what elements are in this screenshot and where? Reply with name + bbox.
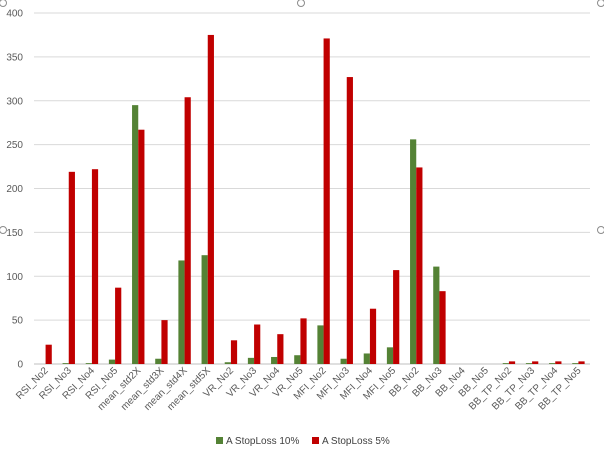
bar-BB_TP_No4-s2[interactable] bbox=[555, 361, 562, 364]
bar-mean_std4X-s1[interactable] bbox=[178, 260, 185, 364]
bar-BB_TP_No4-s1[interactable] bbox=[549, 363, 556, 364]
bar-MFI_No2-s2[interactable] bbox=[323, 38, 330, 364]
resize-handle[interactable] bbox=[297, 0, 305, 7]
y-tick-label: 300 bbox=[6, 96, 23, 107]
bar-mean_std2X-s2[interactable] bbox=[138, 129, 145, 364]
legend-swatch bbox=[216, 437, 223, 444]
bar-VR_No4-s1[interactable] bbox=[271, 356, 278, 364]
bar-BB_No2-s2[interactable] bbox=[416, 167, 423, 364]
bar-mean_std5X-s1[interactable] bbox=[201, 255, 208, 364]
bar-RSI_No4-s2[interactable] bbox=[91, 169, 99, 364]
bar-BB_TP_No2-s2[interactable] bbox=[508, 361, 516, 364]
bar-BB_TP_No3-s1[interactable] bbox=[525, 363, 533, 364]
bar-RSI_No4-s1[interactable] bbox=[85, 363, 92, 364]
bar-RSI_No3-s2[interactable] bbox=[68, 171, 75, 364]
bar-VR_No4-s2[interactable] bbox=[277, 334, 284, 364]
resize-handle[interactable] bbox=[597, 226, 604, 234]
bar-RSI_No5-s1[interactable] bbox=[108, 359, 116, 364]
bar-MFI_No3-s1[interactable] bbox=[340, 358, 347, 364]
bar-MFI_No5-s2[interactable] bbox=[393, 270, 400, 364]
bar-RSI_No5-s2[interactable] bbox=[115, 287, 122, 364]
y-tick-label: 200 bbox=[6, 184, 23, 195]
bar-BB_TP_No5-s1[interactable] bbox=[572, 363, 579, 364]
bar-VR_No3-s2[interactable] bbox=[254, 324, 261, 364]
y-tick-label: 100 bbox=[6, 272, 23, 283]
bar-VR_No3-s1[interactable] bbox=[247, 357, 255, 364]
bar-MFI_No4-s2[interactable] bbox=[369, 308, 377, 364]
resize-handle[interactable] bbox=[597, 0, 604, 7]
bar-VR_No5-s2[interactable] bbox=[300, 318, 307, 364]
legend-swatch bbox=[312, 437, 319, 444]
y-tick-label: 400 bbox=[6, 9, 23, 20]
y-tick-label: 250 bbox=[6, 140, 23, 151]
bar-MFI_No2-s1[interactable] bbox=[317, 325, 324, 364]
y-tick-label: 50 bbox=[12, 316, 24, 327]
bar-BB_TP_No2-s1[interactable] bbox=[502, 363, 509, 364]
bar-RSI_No3-s1[interactable] bbox=[62, 363, 69, 364]
resize-handle[interactable] bbox=[0, 0, 7, 7]
bar-BB_No3-s1[interactable] bbox=[433, 266, 440, 364]
bar-MFI_No4-s1[interactable] bbox=[363, 353, 370, 364]
legend-label: A StopLoss 10% bbox=[226, 436, 299, 447]
legend-label: A StopLoss 5% bbox=[322, 436, 390, 447]
bar-mean_std2X-s1[interactable] bbox=[132, 105, 139, 364]
legend-entry[interactable]: A StopLoss 5% bbox=[312, 436, 390, 447]
y-tick-label: 0 bbox=[17, 360, 23, 371]
legend-entry[interactable]: A StopLoss 10% bbox=[216, 436, 299, 447]
resize-handle[interactable] bbox=[0, 226, 7, 234]
bar-VR_No2-s2[interactable] bbox=[230, 340, 238, 364]
bar-mean_std3X-s1[interactable] bbox=[155, 358, 162, 364]
bar-BB_No3-s2[interactable] bbox=[439, 291, 446, 364]
bar-MFI_No3-s2[interactable] bbox=[346, 77, 353, 365]
bar-VR_No2-s1[interactable] bbox=[224, 362, 231, 364]
bar-mean_std3X-s2[interactable] bbox=[161, 320, 168, 364]
bar-MFI_No5-s1[interactable] bbox=[386, 347, 394, 364]
bar-BB_TP_No5-s2[interactable] bbox=[578, 361, 585, 364]
bar-mean_std4X-s2[interactable] bbox=[184, 97, 191, 365]
y-tick-label: 150 bbox=[6, 228, 23, 239]
y-tick-label: 350 bbox=[6, 52, 23, 63]
bar-mean_std5X-s2[interactable] bbox=[207, 34, 214, 364]
bar-BB_No2-s1[interactable] bbox=[410, 139, 417, 364]
bar-BB_TP_No3-s2[interactable] bbox=[532, 361, 539, 364]
bar-RSI_No2-s2[interactable] bbox=[45, 344, 52, 364]
bar-VR_No5-s1[interactable] bbox=[294, 355, 301, 364]
